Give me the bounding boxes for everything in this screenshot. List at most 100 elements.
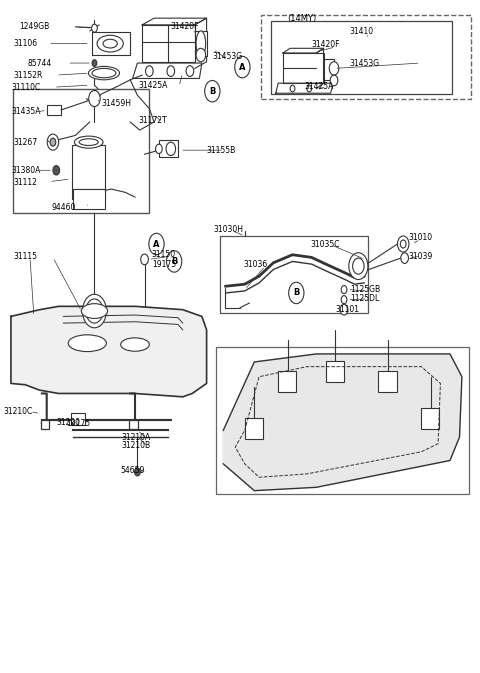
Text: A: A	[239, 63, 246, 71]
Text: 31036: 31036	[244, 260, 268, 269]
Bar	[216, 347, 469, 494]
Text: 31425A: 31425A	[139, 81, 168, 90]
Circle shape	[53, 166, 60, 175]
Bar	[159, 140, 178, 157]
Text: 19175: 19175	[152, 260, 176, 269]
Bar	[129, 419, 138, 429]
Text: 31210A: 31210A	[121, 433, 151, 441]
Circle shape	[167, 251, 182, 272]
Text: 31420F: 31420F	[312, 40, 340, 49]
Bar	[75, 189, 102, 203]
Bar	[195, 31, 206, 57]
Ellipse shape	[79, 139, 98, 145]
Circle shape	[149, 234, 164, 255]
Circle shape	[134, 468, 140, 476]
Bar	[220, 236, 368, 313]
Ellipse shape	[92, 69, 116, 78]
Text: 31155B: 31155B	[206, 145, 236, 155]
Text: 31380A: 31380A	[11, 166, 40, 175]
Circle shape	[400, 240, 406, 248]
Circle shape	[329, 62, 339, 75]
Text: B: B	[209, 87, 216, 96]
Text: 31035C: 31035C	[311, 240, 340, 248]
Ellipse shape	[103, 39, 117, 48]
Circle shape	[341, 295, 347, 304]
Circle shape	[290, 85, 295, 92]
Circle shape	[288, 282, 304, 304]
Circle shape	[47, 134, 59, 150]
Text: 31410: 31410	[350, 27, 374, 36]
Text: (14MY): (14MY)	[288, 13, 317, 23]
Text: 31210B: 31210B	[121, 441, 151, 450]
Bar	[40, 419, 49, 429]
Circle shape	[156, 144, 162, 153]
Ellipse shape	[196, 31, 205, 57]
Polygon shape	[11, 306, 206, 397]
Bar	[283, 53, 324, 83]
Text: 31152R: 31152R	[13, 71, 43, 79]
Circle shape	[167, 66, 175, 77]
Bar	[71, 413, 85, 425]
Text: 31420F: 31420F	[171, 22, 199, 31]
Text: 85744: 85744	[28, 59, 52, 67]
Text: 1125GB: 1125GB	[350, 285, 380, 294]
Circle shape	[86, 299, 103, 323]
Circle shape	[401, 253, 408, 263]
Circle shape	[341, 285, 347, 293]
Text: 31172T: 31172T	[139, 116, 168, 125]
Circle shape	[235, 57, 250, 78]
Circle shape	[50, 138, 56, 146]
Ellipse shape	[120, 338, 149, 351]
Bar	[324, 59, 334, 81]
Circle shape	[330, 75, 338, 86]
Circle shape	[141, 254, 148, 264]
Bar	[278, 371, 296, 392]
Bar	[326, 361, 344, 382]
Text: 31210C: 31210C	[4, 407, 33, 416]
Text: 31112: 31112	[13, 178, 37, 187]
Text: 31435A: 31435A	[11, 108, 40, 116]
Circle shape	[92, 60, 97, 67]
Polygon shape	[223, 354, 462, 491]
Text: 31106: 31106	[13, 39, 37, 48]
Text: 54659: 54659	[120, 466, 145, 475]
Circle shape	[340, 304, 348, 315]
Text: 31010: 31010	[408, 233, 432, 242]
Circle shape	[353, 258, 364, 274]
Text: 31115: 31115	[13, 252, 37, 260]
Circle shape	[89, 91, 100, 106]
Circle shape	[307, 85, 312, 92]
Ellipse shape	[74, 136, 103, 148]
Bar	[142, 25, 195, 62]
Text: 31101: 31101	[336, 305, 360, 314]
Circle shape	[349, 253, 368, 279]
Circle shape	[83, 294, 107, 328]
Ellipse shape	[68, 335, 107, 351]
Text: A: A	[153, 240, 160, 248]
Ellipse shape	[97, 35, 123, 52]
Text: 1249GB: 1249GB	[20, 22, 50, 32]
Circle shape	[196, 48, 205, 62]
Circle shape	[166, 142, 176, 155]
Ellipse shape	[81, 304, 108, 318]
Bar	[262, 15, 471, 98]
Circle shape	[145, 66, 153, 77]
Text: 1125DL: 1125DL	[350, 294, 379, 303]
Text: 31267: 31267	[13, 138, 37, 147]
Text: B: B	[171, 257, 177, 266]
Text: 31453G: 31453G	[213, 52, 243, 61]
Text: 31030H: 31030H	[214, 225, 244, 234]
Circle shape	[92, 24, 97, 32]
Text: 31110C: 31110C	[11, 83, 40, 92]
Ellipse shape	[88, 67, 120, 80]
Text: 31453G: 31453G	[350, 59, 380, 67]
Text: 31150: 31150	[152, 250, 176, 259]
Bar	[73, 189, 106, 209]
Text: 31425A: 31425A	[304, 82, 334, 91]
Text: 19175: 19175	[66, 419, 90, 428]
Circle shape	[186, 66, 194, 77]
Text: 31039: 31039	[408, 252, 432, 260]
Text: 94460: 94460	[51, 203, 76, 212]
Text: B: B	[293, 289, 300, 297]
Text: 31220: 31220	[56, 419, 80, 427]
